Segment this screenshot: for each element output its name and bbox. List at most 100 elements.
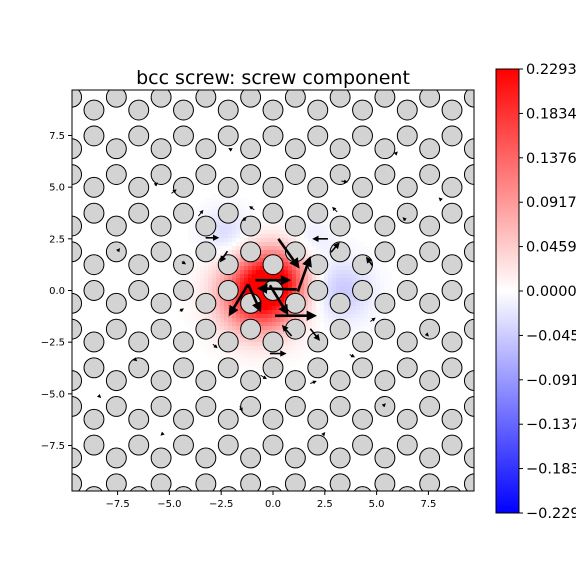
- heatmap-cell: [308, 242, 313, 247]
- heatmap-cell: [324, 278, 329, 283]
- heatmap-cell: [340, 274, 345, 279]
- heatmap-cell: [236, 250, 241, 255]
- atom-marker: [441, 176, 463, 198]
- heatmap-cell: [304, 310, 309, 315]
- heatmap-cell: [348, 318, 353, 323]
- heatmap-cell: [260, 330, 265, 335]
- heatmap-cell: [372, 326, 377, 331]
- heatmap-cell: [244, 350, 249, 355]
- heatmap-cell: [224, 274, 229, 279]
- atom-marker: [284, 164, 306, 185]
- heatmap-cell: [300, 270, 305, 275]
- heatmap-cell: [284, 258, 289, 263]
- heatmap-cell: [336, 286, 341, 291]
- heatmap-cell: [228, 242, 233, 247]
- heatmap-cell: [188, 330, 193, 335]
- heatmap-cell: [292, 270, 297, 275]
- heatmap-cell: [264, 242, 269, 247]
- heatmap-cell: [304, 350, 309, 355]
- heatmap-cell: [376, 274, 381, 279]
- heatmap-cell: [196, 282, 201, 287]
- atom-marker: [284, 370, 306, 392]
- heatmap-cell: [232, 238, 237, 243]
- heatmap-cell: [192, 306, 197, 311]
- heatmap-cell: [288, 290, 293, 295]
- heatmap-cell: [216, 302, 221, 307]
- atom-marker: [195, 318, 217, 340]
- heatmap-cell: [252, 282, 257, 287]
- heatmap-cell: [376, 270, 381, 275]
- heatmap-cell: [320, 234, 325, 239]
- heatmap-cell: [348, 266, 353, 271]
- heatmap-cell: [212, 286, 217, 291]
- heatmap-cell: [380, 274, 385, 279]
- heatmap-cell: [256, 338, 261, 343]
- heatmap-cell: [332, 278, 337, 283]
- heatmap-cell: [368, 270, 373, 275]
- heatmap-cell: [280, 234, 285, 239]
- heatmap-cell: [292, 282, 297, 287]
- y-axis: −7.5 −5.0 −2.5 0.0 2.5 5.0 7.5: [41, 131, 72, 452]
- heatmap-cell: [188, 326, 193, 331]
- heatmap-cell: [376, 314, 381, 319]
- heatmap-cell: [312, 226, 317, 231]
- heatmap-cell: [320, 222, 325, 227]
- heatmap-cell: [184, 314, 189, 319]
- heatmap-cell: [196, 266, 201, 271]
- heatmap-cell: [212, 258, 217, 263]
- heatmap-cell: [240, 334, 245, 339]
- heatmap-cell: [292, 238, 297, 243]
- atom-marker: [262, 176, 284, 198]
- heatmap-cell: [308, 310, 313, 315]
- displacement-arrow: [281, 325, 293, 337]
- heatmap-cell: [248, 282, 253, 287]
- heatmap-cell: [356, 246, 361, 251]
- atom-marker: [128, 434, 150, 456]
- heatmap-cell: [188, 234, 193, 239]
- atom-marker: [284, 215, 306, 237]
- heatmap-cell: [328, 274, 333, 279]
- heatmap-cell: [316, 246, 321, 251]
- atom-marker: [105, 90, 127, 108]
- heatmap-cell: [336, 282, 341, 287]
- heatmap-cell: [192, 294, 197, 299]
- heatmap-cell: [268, 222, 273, 227]
- heatmap-cell: [252, 354, 257, 359]
- heatmap-cell: [368, 330, 373, 335]
- heatmap-cell: [276, 302, 281, 307]
- heatmap-cell: [348, 274, 353, 279]
- heatmap-cell: [300, 338, 305, 343]
- heatmap-cell: [276, 274, 281, 279]
- heatmap-cell: [244, 278, 249, 283]
- heatmap-cell: [200, 262, 205, 267]
- atom-marker: [72, 318, 83, 340]
- atom-marker: [329, 241, 351, 263]
- heatmap-cell: [368, 306, 373, 311]
- heatmap-cell: [364, 322, 369, 327]
- heatmap-cell: [304, 298, 309, 303]
- x-tick-label: 0.0: [265, 499, 281, 510]
- heatmap-cell: [216, 194, 221, 199]
- heatmap-cell: [220, 238, 225, 243]
- heatmap-cell: [372, 322, 377, 327]
- heatmap-cell: [328, 258, 333, 263]
- heatmap-cell: [284, 346, 289, 351]
- heatmap-cell: [224, 222, 229, 227]
- atom-marker: [240, 164, 262, 185]
- heatmap-cell: [304, 238, 309, 243]
- heatmap-cell: [236, 326, 241, 331]
- heatmap-cell: [240, 354, 245, 359]
- heatmap-cell: [260, 250, 265, 255]
- heatmap-cell: [184, 274, 189, 279]
- atom-marker: [105, 292, 127, 314]
- heatmap-cell: [364, 278, 369, 283]
- heatmap-cell: [324, 310, 329, 315]
- x-tick-label: −2.5: [209, 499, 233, 510]
- heatmap-cell: [280, 346, 285, 351]
- heatmap-cell: [228, 222, 233, 227]
- atom-marker: [396, 357, 418, 379]
- x-tick-label: 2.5: [317, 499, 333, 510]
- heatmap-cell: [312, 306, 317, 311]
- heatmap-cell: [244, 358, 249, 363]
- atom-marker: [329, 164, 351, 185]
